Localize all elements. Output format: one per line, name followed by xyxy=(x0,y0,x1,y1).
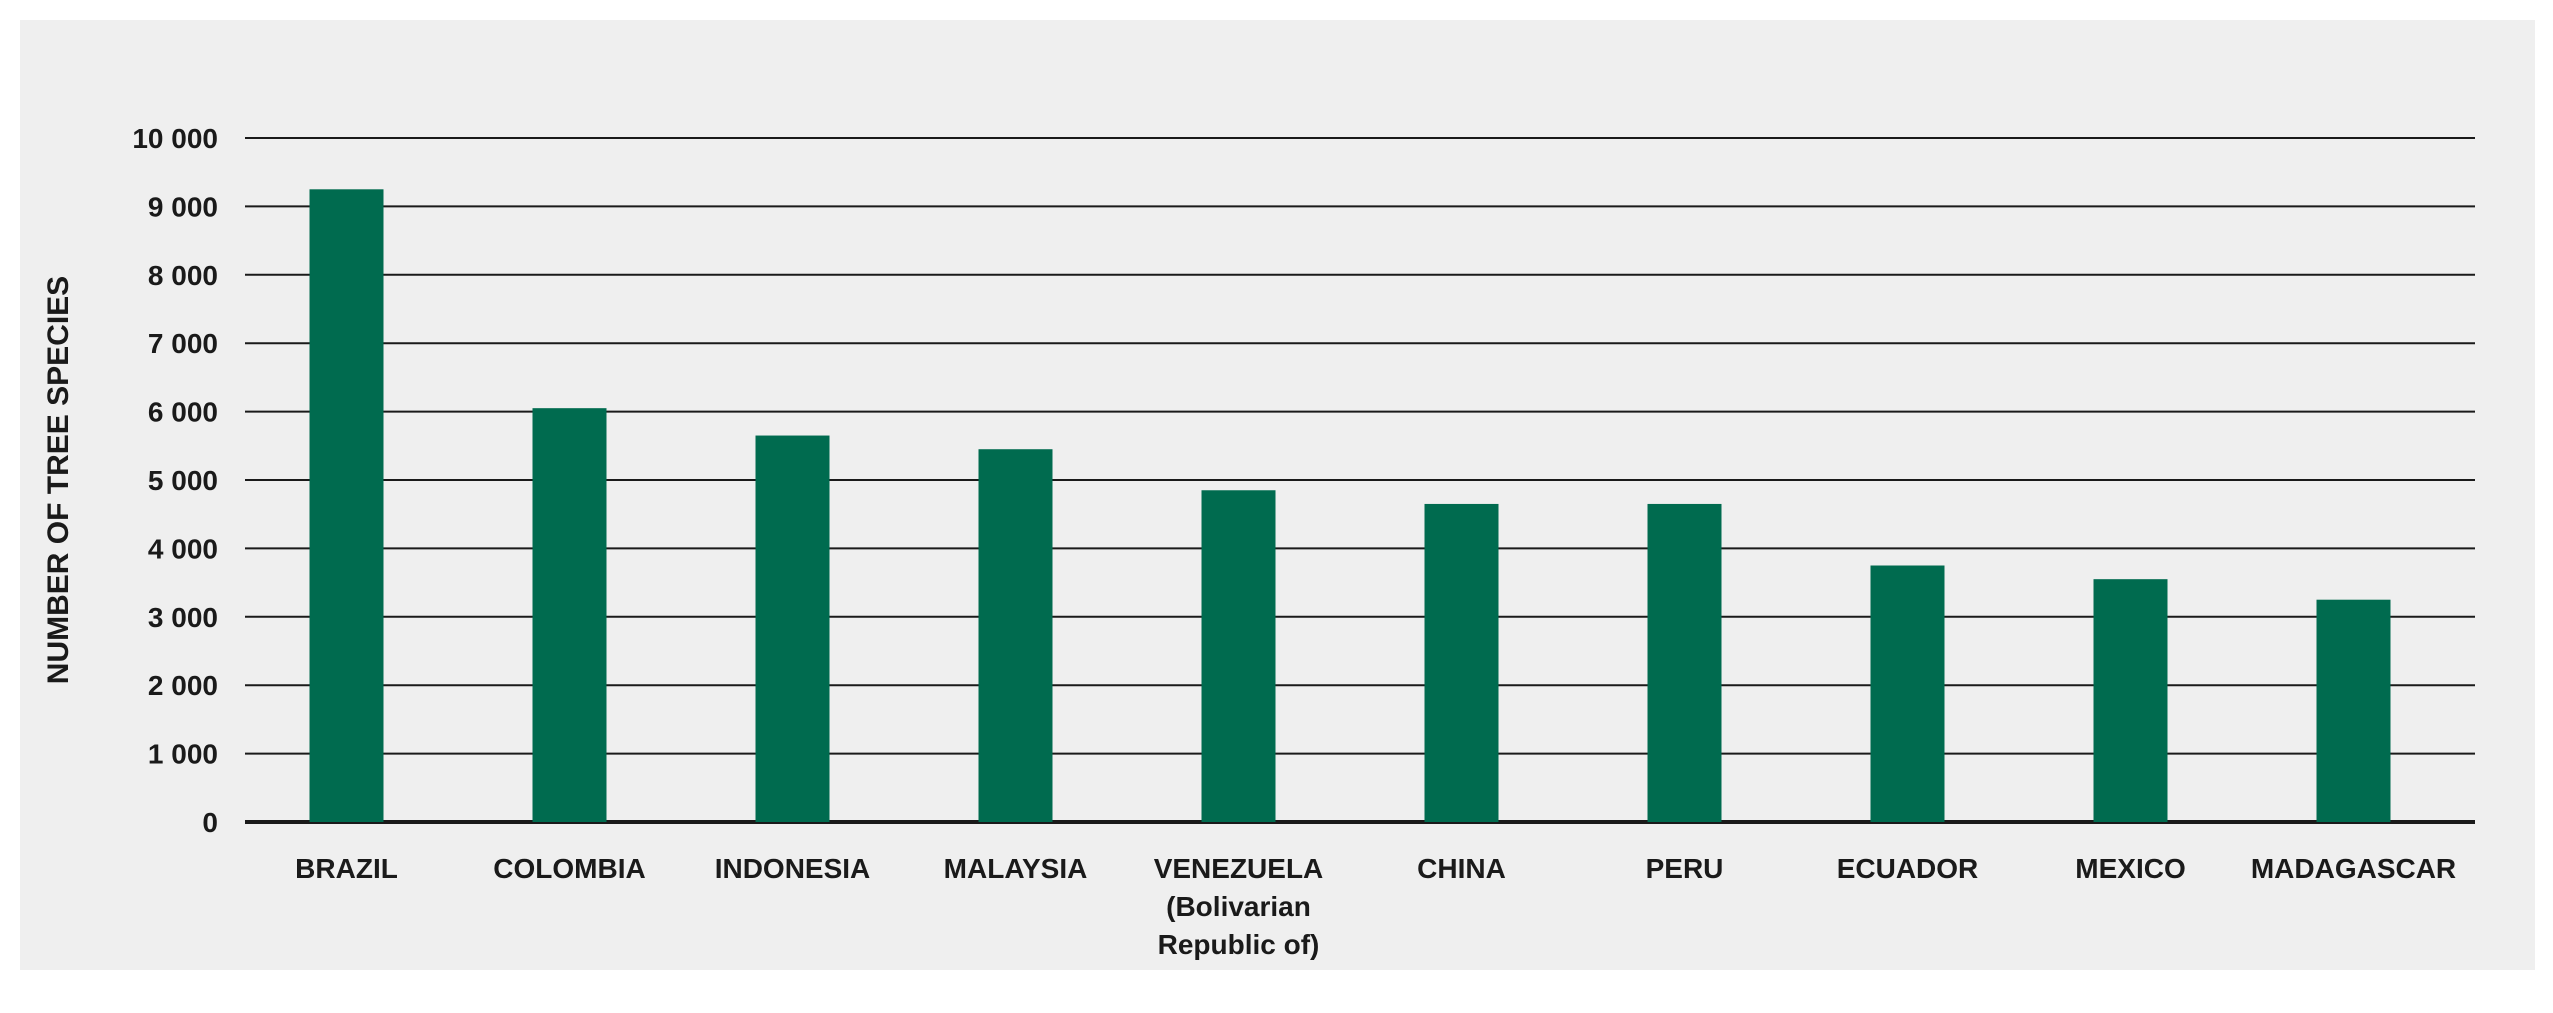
y-tick-label: 3 000 xyxy=(148,602,218,633)
y-tick-label: 9 000 xyxy=(148,191,218,222)
y-tick-label: 10 000 xyxy=(132,123,218,154)
y-tick-label: 7 000 xyxy=(148,328,218,359)
y-tick-label: 4 000 xyxy=(148,533,218,564)
bar-chart: 0 1 000 2 000 3 000 4 000 5 000 6 000 7 000 8 00… xyxy=(42,123,2475,960)
x-category-label: ECUADOR xyxy=(1837,853,1979,884)
bars xyxy=(309,189,2391,823)
x-category-label: Republic of) xyxy=(1158,929,1320,960)
bar xyxy=(309,189,384,823)
bar xyxy=(532,408,607,822)
x-category-label: INDONESIA xyxy=(715,853,871,884)
y-tick-label: 5 000 xyxy=(148,465,218,496)
x-category-label: COLOMBIA xyxy=(493,853,645,884)
y-tick-labels: 0 1 000 2 000 3 000 4 000 5 000 6 000 7 000 8 00… xyxy=(132,123,218,838)
bar xyxy=(1424,503,1499,822)
y-tick-label: 2 000 xyxy=(148,670,218,701)
bar xyxy=(1870,565,1945,822)
x-category-label: BRAZIL xyxy=(295,853,398,884)
bar xyxy=(1201,490,1276,822)
x-category-label: CHINA xyxy=(1417,853,1506,884)
x-category-label: (Bolivarian xyxy=(1166,891,1311,922)
bar xyxy=(978,449,1053,822)
x-category-labels: BRAZIL COLOMBIA INDONESIA MALAYSIA VENEZUELA… xyxy=(295,853,2456,960)
x-category-label: PERU xyxy=(1646,853,1724,884)
x-category-label: MALAYSIA xyxy=(944,853,1088,884)
chart-panel: 0 1 000 2 000 3 000 4 000 5 000 6 000 7 000 8 00… xyxy=(20,20,2535,970)
y-tick-label: 1 000 xyxy=(148,739,218,770)
y-tick-label: 0 xyxy=(202,807,218,838)
x-category-label: VENEZUELA xyxy=(1154,853,1324,884)
y-axis-label: NUMBER OF TREE SPECIES xyxy=(42,276,75,684)
bar xyxy=(755,435,830,822)
bar xyxy=(2093,579,2168,822)
y-tick-label: 6 000 xyxy=(148,397,218,428)
x-category-label: MEXICO xyxy=(2075,853,2185,884)
bar xyxy=(2316,599,2391,822)
x-category-label: MADAGASCAR xyxy=(2251,853,2456,884)
bar xyxy=(1647,503,1722,822)
y-tick-label: 8 000 xyxy=(148,260,218,291)
